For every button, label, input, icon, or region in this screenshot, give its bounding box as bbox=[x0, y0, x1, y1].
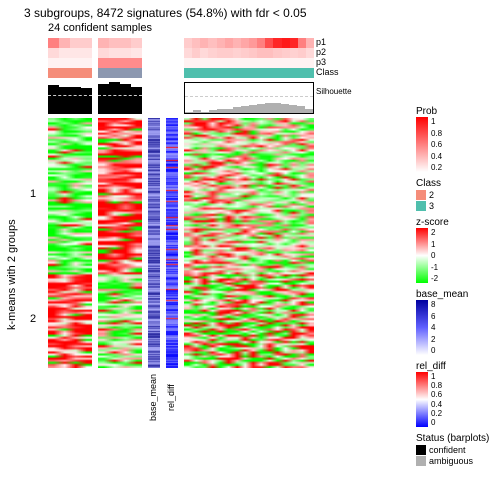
legend-title: rel_diff bbox=[416, 361, 500, 372]
legend-title: Class bbox=[416, 178, 500, 189]
anno-p2 bbox=[48, 48, 92, 58]
legend-title: Status (barplots) bbox=[416, 433, 500, 444]
silhouette-bars bbox=[98, 82, 142, 114]
heatmap-grp2 bbox=[98, 118, 142, 368]
basemean-label: base_mean bbox=[148, 370, 158, 425]
legend-item: ambiguous bbox=[416, 456, 500, 466]
main-title: 3 subgroups, 8472 signatures (54.8%) wit… bbox=[24, 6, 307, 20]
legend-gradient bbox=[416, 300, 428, 355]
row-anno-label: Class bbox=[316, 67, 339, 77]
basemean-strip bbox=[148, 118, 160, 368]
reldiff-strip bbox=[166, 118, 178, 368]
anno-p3 bbox=[48, 58, 92, 68]
anno-p1 bbox=[184, 38, 314, 48]
anno-p1 bbox=[98, 38, 142, 48]
silhouette-bars bbox=[48, 82, 92, 114]
silhouette-bars bbox=[184, 82, 314, 114]
legend-gradient bbox=[416, 228, 428, 283]
anno-p3 bbox=[98, 58, 142, 68]
subtitle: 24 confident samples bbox=[48, 22, 152, 34]
legend-item: 3 bbox=[416, 201, 500, 211]
anno-p3 bbox=[184, 58, 314, 68]
legend-panel: Prob10.80.60.40.2Class23z-score210-1-2ba… bbox=[416, 100, 500, 466]
heatmap-grp1 bbox=[48, 118, 92, 368]
ygroup-1: 1 bbox=[30, 188, 36, 200]
row-anno-label: p1 bbox=[316, 37, 326, 47]
y-axis-label: k-means with 2 groups bbox=[6, 200, 18, 350]
legend-title: z-score bbox=[416, 217, 500, 228]
anno-class bbox=[48, 68, 92, 78]
anno-p1 bbox=[48, 38, 92, 48]
row-anno-label: p3 bbox=[316, 57, 326, 67]
anno-p2 bbox=[98, 48, 142, 58]
reldiff-label: rel_diff bbox=[166, 370, 176, 425]
legend-title: base_mean bbox=[416, 289, 500, 300]
ygroup-2: 2 bbox=[30, 313, 36, 325]
heatmap-grp3 bbox=[184, 118, 314, 368]
legend-item: confident bbox=[416, 445, 500, 455]
anno-class bbox=[184, 68, 314, 78]
legend-gradient bbox=[416, 372, 428, 427]
anno-class bbox=[98, 68, 142, 78]
silhouette-axis-label: Silhouette bbox=[316, 88, 352, 96]
row-anno-label: p2 bbox=[316, 47, 326, 57]
anno-p2 bbox=[184, 48, 314, 58]
legend-gradient bbox=[416, 117, 428, 172]
legend-item: 2 bbox=[416, 190, 500, 200]
legend-title: Prob bbox=[416, 106, 500, 117]
